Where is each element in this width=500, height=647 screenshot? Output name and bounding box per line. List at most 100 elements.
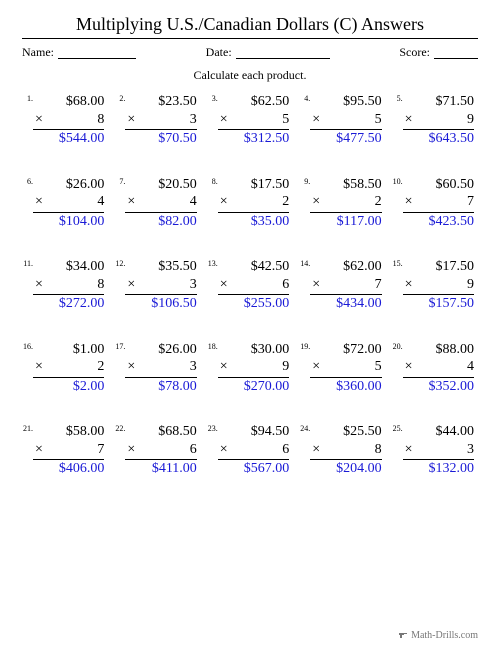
- multiplier-row: ×8: [33, 276, 104, 296]
- problem-work: $95.50×5$477.50: [310, 93, 385, 148]
- times-sign: ×: [403, 441, 413, 459]
- title-rule: [22, 38, 478, 39]
- times-sign: ×: [218, 276, 228, 294]
- multiplicand: $94.50: [251, 423, 290, 441]
- multiplicand: $62.50: [251, 93, 290, 111]
- problem-number: 15.: [392, 258, 403, 268]
- multiplier: 2: [282, 193, 289, 211]
- header-row: Name: Date: Score:: [22, 45, 478, 60]
- problem: 17.$26.00×3$78.00: [114, 341, 200, 396]
- multiplier: 9: [467, 276, 474, 294]
- multiplier-row: ×9: [403, 111, 474, 131]
- problem-number: 14.: [299, 258, 310, 268]
- multiplier: 7: [97, 441, 104, 459]
- problem: 7.$20.50×4$82.00: [114, 176, 200, 231]
- multiplier: 5: [375, 111, 382, 129]
- multiplicand: $25.50: [343, 423, 382, 441]
- multiplier-row: ×3: [125, 358, 196, 378]
- times-sign: ×: [125, 276, 135, 294]
- multiplicand: $20.50: [158, 176, 197, 194]
- multiplier: 6: [282, 276, 289, 294]
- problem-number: 17.: [114, 341, 125, 351]
- multiplicand: $26.00: [158, 341, 197, 359]
- multiplicand: $72.00: [343, 341, 382, 359]
- product-answer: $78.00: [158, 378, 197, 396]
- multiplier: 3: [190, 358, 197, 376]
- problem-work: $60.50×7$423.50: [403, 176, 478, 231]
- product-answer: $423.50: [429, 213, 475, 231]
- problem-work: $71.50×9$643.50: [403, 93, 478, 148]
- product-answer: $544.00: [59, 130, 105, 148]
- product-answer: $272.00: [59, 295, 105, 313]
- problem: 16.$1.00×2$2.00: [22, 341, 108, 396]
- problem: 2.$23.50×3$70.50: [114, 93, 200, 148]
- product-answer: $132.00: [429, 460, 475, 478]
- times-sign: ×: [310, 193, 320, 211]
- multiplier-row: ×7: [403, 193, 474, 213]
- multiplicand: $44.00: [436, 423, 475, 441]
- footer-text: Math-Drills.com: [411, 630, 478, 641]
- multiplicand: $62.00: [343, 258, 382, 276]
- multiplicand: $30.00: [251, 341, 290, 359]
- problem: 19.$72.00×5$360.00: [299, 341, 385, 396]
- product-answer: $204.00: [336, 460, 382, 478]
- times-sign: ×: [218, 358, 228, 376]
- multiplicand: $60.50: [436, 176, 475, 194]
- multiplier-row: ×6: [218, 276, 289, 296]
- footer: Math-Drills.com: [0, 630, 500, 641]
- multiplier-row: ×3: [125, 276, 196, 296]
- multiplicand: $17.50: [251, 176, 290, 194]
- product-answer: $2.00: [73, 378, 105, 396]
- multiplicand: $71.50: [436, 93, 475, 111]
- multiplier-row: ×5: [310, 358, 381, 378]
- multiplier-row: ×9: [403, 276, 474, 296]
- product-answer: $434.00: [336, 295, 382, 313]
- name-label: Name:: [22, 45, 54, 60]
- problem: 23.$94.50×6$567.00: [207, 423, 293, 478]
- times-sign: ×: [403, 111, 413, 129]
- multiplier: 8: [97, 111, 104, 129]
- multiplier: 9: [467, 111, 474, 129]
- times-sign: ×: [125, 441, 135, 459]
- problem-work: $23.50×3$70.50: [125, 93, 200, 148]
- problem: 9.$58.50×2$117.00: [299, 176, 385, 231]
- multiplier: 3: [467, 441, 474, 459]
- problem-number: 1.: [22, 93, 33, 103]
- multiplicand: $35.50: [158, 258, 197, 276]
- product-answer: $82.00: [158, 213, 197, 231]
- problem-work: $35.50×3$106.50: [125, 258, 200, 313]
- problem-number: 13.: [207, 258, 218, 268]
- product-answer: $157.50: [429, 295, 475, 313]
- problem-work: $68.00×8$544.00: [33, 93, 108, 148]
- multiplier-row: ×6: [218, 441, 289, 461]
- times-sign: ×: [33, 193, 43, 211]
- multiplier-row: ×4: [125, 193, 196, 213]
- multiplier-row: ×5: [218, 111, 289, 131]
- times-sign: ×: [33, 358, 43, 376]
- multiplier-row: ×9: [218, 358, 289, 378]
- times-sign: ×: [218, 441, 228, 459]
- multiplier: 8: [375, 441, 382, 459]
- multiplier: 6: [282, 441, 289, 459]
- multiplicand: $68.00: [66, 93, 105, 111]
- problem-work: $62.50×5$312.50: [218, 93, 293, 148]
- problem: 22.$68.50×6$411.00: [114, 423, 200, 478]
- problem: 13.$42.50×6$255.00: [207, 258, 293, 313]
- problem-work: $58.00×7$406.00: [33, 423, 108, 478]
- problem: 18.$30.00×9$270.00: [207, 341, 293, 396]
- problem-work: $25.50 × 8$204.00: [310, 423, 385, 478]
- problem-work: $62.00×7$434.00: [310, 258, 385, 313]
- multiplier-row: ×3: [125, 111, 196, 131]
- times-sign: ×: [33, 441, 43, 459]
- problem-number: 22.: [114, 423, 125, 433]
- problem-number: 12.: [114, 258, 125, 268]
- times-sign: ×: [125, 358, 135, 376]
- multiplier: 6: [190, 441, 197, 459]
- multiplier: 4: [190, 193, 197, 211]
- times-sign: ×: [310, 441, 320, 459]
- problem-number: 4.: [299, 93, 310, 103]
- multiplier: 8: [97, 276, 104, 294]
- problem-number: 25.: [392, 423, 403, 433]
- product-answer: $643.50: [429, 130, 475, 148]
- problem: 6.$26.00×4$104.00: [22, 176, 108, 231]
